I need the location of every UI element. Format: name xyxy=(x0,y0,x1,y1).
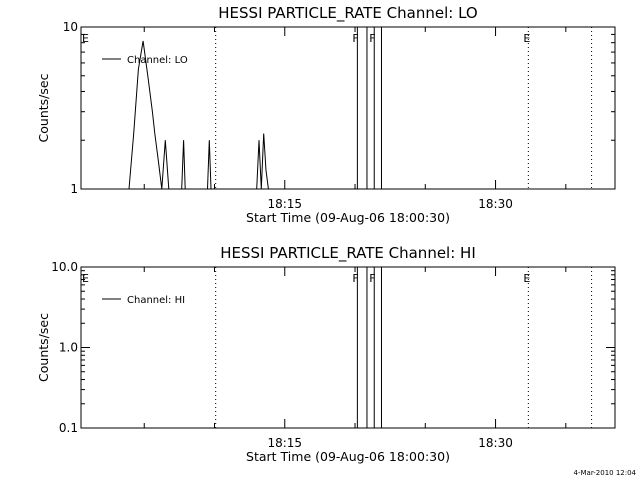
flag-label: F xyxy=(369,272,375,285)
y-tick-label: 0.1 xyxy=(59,421,78,435)
x-axis-label: Start Time (09-Aug-06 18:00:30) xyxy=(246,449,450,464)
x-tick-label: 18:30 xyxy=(478,197,513,211)
flag-label: E xyxy=(523,32,530,45)
y-axis-label: Counts/sec xyxy=(36,73,51,142)
x-axis-label: Start Time (09-Aug-06 18:00:30) xyxy=(246,210,450,225)
chart-channel-lo: HESSI PARTICLE_RATE Channel: LO Start Tim… xyxy=(36,4,616,225)
y-tick-label: 10 xyxy=(63,20,78,34)
edge-flag-label: E xyxy=(82,32,89,45)
chart-title: HESSI PARTICLE_RATE Channel: HI xyxy=(220,244,476,263)
chart-channel-hi: HESSI PARTICLE_RATE Channel: HI Start Tim… xyxy=(36,244,616,464)
legend-entry: Channel: HI xyxy=(127,295,185,306)
chart-title: HESSI PARTICLE_RATE Channel: LO xyxy=(218,4,477,23)
y-tick-label: 1.0 xyxy=(59,341,78,355)
x-tick-label: 18:15 xyxy=(267,197,302,211)
plot-frame xyxy=(80,26,616,190)
legend-entry: Channel: LO xyxy=(127,55,188,66)
series-line xyxy=(81,40,615,189)
plot-frame xyxy=(80,266,616,429)
y-tick-label: 1 xyxy=(70,182,78,196)
flag-lines xyxy=(215,27,593,189)
flag-label: E xyxy=(523,272,530,285)
x-tick-label: 18:30 xyxy=(478,436,513,450)
plot-timestamp: 4-Mar-2010 12:04 xyxy=(574,469,637,477)
x-tick-label: 18:15 xyxy=(267,436,302,450)
flag-label: F xyxy=(369,32,375,45)
y-tick-label: 10.0 xyxy=(51,260,78,274)
flag-label: F xyxy=(352,272,358,285)
flag-lines xyxy=(215,267,593,428)
flag-label: F xyxy=(352,32,358,45)
edge-flag-label: E xyxy=(82,272,89,285)
y-axis-label: Counts/sec xyxy=(36,313,51,382)
